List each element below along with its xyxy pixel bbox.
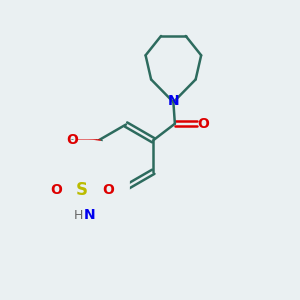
Text: N: N bbox=[83, 208, 95, 222]
Text: S: S bbox=[76, 181, 88, 199]
Text: N: N bbox=[168, 94, 179, 108]
Text: O: O bbox=[197, 117, 209, 131]
Text: H: H bbox=[74, 209, 83, 222]
Text: O: O bbox=[66, 133, 78, 147]
Text: O: O bbox=[102, 183, 114, 197]
Text: O: O bbox=[50, 183, 62, 197]
